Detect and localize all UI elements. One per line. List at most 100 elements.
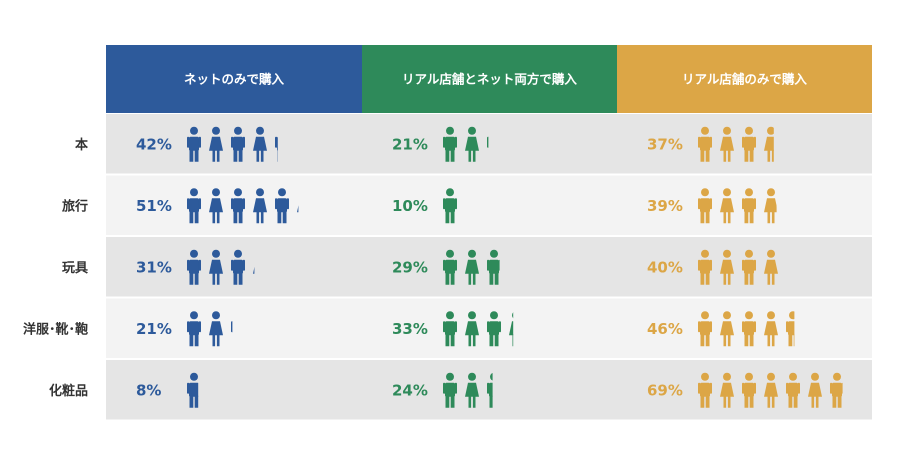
person-icon <box>253 126 267 162</box>
person-icon <box>465 372 479 408</box>
value-label: 33% <box>392 320 428 338</box>
person-icon <box>465 249 479 285</box>
data-cell: 24% <box>392 372 493 408</box>
column-header-label: ネットのみで購入 <box>184 72 285 87</box>
person-icon <box>187 249 201 285</box>
person-icon <box>764 372 778 408</box>
data-cell: 21% <box>392 126 489 162</box>
person-icon <box>742 311 756 347</box>
data-cell: 31% <box>136 249 255 285</box>
person-icon <box>443 188 457 224</box>
value-label: 69% <box>647 381 683 399</box>
value-label: 40% <box>647 258 683 276</box>
person-icon <box>443 126 457 162</box>
partial-person-icon <box>487 373 493 408</box>
person-icon <box>209 188 223 224</box>
column-headers: ネットのみで購入 リアル店舗とネット両方で購入 リアル店舗のみで購入 <box>106 45 872 113</box>
person-icon <box>764 311 778 347</box>
partial-person-icon <box>830 372 843 408</box>
person-icon <box>465 311 479 347</box>
person-icon <box>698 249 712 285</box>
data-cell: 42% <box>136 126 278 162</box>
column-header-background <box>617 45 872 113</box>
person-icon <box>231 126 245 162</box>
partial-person-icon <box>187 372 199 408</box>
value-label: 31% <box>136 258 172 276</box>
value-label: 39% <box>647 197 683 215</box>
person-icon <box>209 126 223 162</box>
person-icon <box>443 372 457 408</box>
row-label: 本 <box>75 137 88 153</box>
data-cell: 39% <box>647 188 777 224</box>
person-icon <box>231 188 245 224</box>
data-cell: 51% <box>136 188 299 224</box>
person-icon <box>253 188 267 224</box>
data-cell: 37% <box>647 126 774 162</box>
person-icon <box>720 126 734 162</box>
data-cells: 42% 51% 31% 21% 8% 21% 10% 29% 33% 24% 37% 39% 40% 46… <box>136 126 843 408</box>
value-label: 46% <box>647 320 683 338</box>
person-icon <box>443 249 457 285</box>
value-label: 37% <box>647 135 683 153</box>
column-header-background <box>362 45 617 113</box>
column-header-background <box>106 45 362 113</box>
partial-person-icon <box>764 126 774 162</box>
person-icon <box>720 311 734 347</box>
person-icon <box>698 188 712 224</box>
person-icon <box>720 372 734 408</box>
partial-person-icon <box>786 311 795 347</box>
data-cell: 46% <box>647 311 795 347</box>
value-label: 29% <box>392 258 428 276</box>
data-cell: 69% <box>647 372 843 408</box>
person-icon <box>487 311 501 347</box>
person-icon <box>742 372 756 408</box>
person-icon <box>187 188 201 224</box>
value-label: 21% <box>392 135 428 153</box>
person-icon <box>275 188 289 224</box>
value-label: 21% <box>136 320 172 338</box>
person-icon <box>187 126 201 162</box>
row-label: 化粧品 <box>49 383 88 399</box>
person-icon <box>720 188 734 224</box>
column-header-label: リアル店舗のみで購入 <box>682 72 807 87</box>
person-icon <box>187 311 201 347</box>
partial-person-icon <box>253 267 255 274</box>
data-cell: 33% <box>392 311 514 347</box>
person-icon <box>465 126 479 162</box>
person-icon <box>764 249 778 285</box>
person-icon <box>786 372 800 408</box>
person-icon <box>698 372 712 408</box>
partial-person-icon <box>764 188 777 224</box>
person-icon <box>231 249 245 285</box>
person-icon <box>209 249 223 285</box>
person-icon <box>742 249 756 285</box>
person-icon <box>209 311 223 347</box>
partial-person-icon <box>275 136 278 162</box>
value-label: 10% <box>392 197 428 215</box>
row-label: 旅行 <box>62 198 88 214</box>
person-icon <box>443 311 457 347</box>
person-icon <box>720 249 734 285</box>
data-cell: 29% <box>392 249 500 285</box>
data-cell: 21% <box>136 311 233 347</box>
partial-person-icon <box>509 312 514 347</box>
person-icon <box>808 372 822 408</box>
person-icon <box>698 126 712 162</box>
value-label: 24% <box>392 381 428 399</box>
person-icon <box>742 188 756 224</box>
column-header-label: リアル店舗とネット両方で購入 <box>402 72 577 87</box>
person-icon <box>742 126 756 162</box>
value-label: 8% <box>136 381 161 399</box>
row-label: 玩具 <box>62 261 88 276</box>
value-label: 51% <box>136 197 172 215</box>
partial-person-icon <box>231 321 233 333</box>
row-label: 洋服･靴･鞄 <box>23 321 88 337</box>
partial-person-icon <box>487 249 500 285</box>
data-cell: 8% <box>136 372 199 408</box>
value-label: 42% <box>136 135 172 153</box>
person-icon <box>698 311 712 347</box>
partial-person-icon <box>487 136 489 148</box>
data-cell: 40% <box>647 249 778 285</box>
